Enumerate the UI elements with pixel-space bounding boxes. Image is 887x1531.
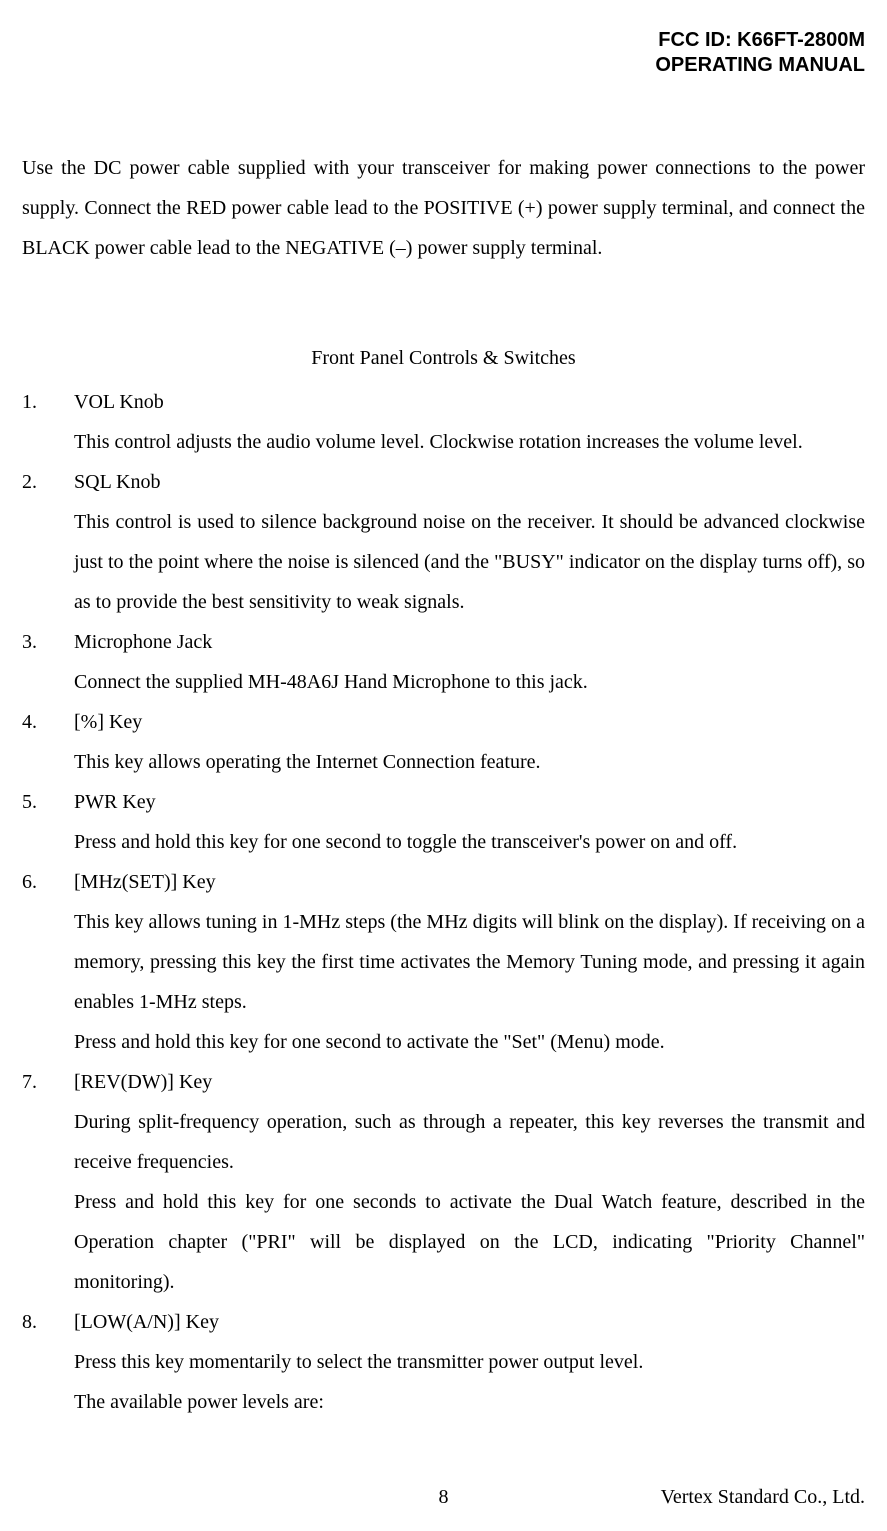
- header-line-2: OPERATING MANUAL: [655, 54, 865, 76]
- item-description: Connect the supplied MH-48A6J Hand Micro…: [74, 671, 588, 693]
- section-title: Front Panel Controls & Switches: [22, 338, 865, 378]
- list-item: 1. VOL Knob This control adjusts the aud…: [22, 382, 865, 462]
- list-item: 5. PWR Key Press and hold this key for o…: [22, 782, 865, 862]
- footer-company: Vertex Standard Co., Ltd.: [661, 1486, 865, 1509]
- item-title: VOL Knob: [74, 382, 865, 422]
- item-number: 1.: [22, 382, 62, 422]
- item-description: This key allows operating the Internet C…: [74, 751, 541, 773]
- item-title: Microphone Jack: [74, 622, 865, 662]
- item-title: SQL Knob: [74, 462, 865, 502]
- intro-paragraph: Use the DC power cable supplied with you…: [22, 148, 865, 268]
- list-item: 3. Microphone Jack Connect the supplied …: [22, 622, 865, 702]
- page: FCC ID: K66FT-2800M OPERATING MANUAL Use…: [0, 0, 887, 1531]
- item-number: 2.: [22, 462, 62, 502]
- item-description: Press this key momentarily to select the…: [74, 1342, 865, 1422]
- item-number: 7.: [22, 1062, 62, 1102]
- item-number: 4.: [22, 702, 62, 742]
- list-item: 6. [MHz(SET)] Key This key allows tuning…: [22, 862, 865, 1062]
- item-title: [LOW(A/N)] Key: [74, 1302, 865, 1342]
- item-title: [%] Key: [74, 702, 865, 742]
- item-description: Press and hold this key for one second t…: [74, 831, 737, 853]
- item-title: PWR Key: [74, 782, 865, 822]
- list-item: 8. [LOW(A/N)] Key Press this key momenta…: [22, 1302, 865, 1422]
- header-line-1: FCC ID: K66FT-2800M: [658, 29, 865, 51]
- item-number: 3.: [22, 622, 62, 662]
- controls-list: 1. VOL Knob This control adjusts the aud…: [22, 382, 865, 1422]
- page-footer: 8 Vertex Standard Co., Ltd.: [22, 1486, 865, 1509]
- list-item: 4. [%] Key This key allows operating the…: [22, 702, 865, 782]
- item-description: This key allows tuning in 1-MHz steps (t…: [74, 902, 865, 1062]
- item-description: This control is used to silence backgrou…: [74, 511, 865, 613]
- item-title: [MHz(SET)] Key: [74, 862, 865, 902]
- item-number: 5.: [22, 782, 62, 822]
- item-title: [REV(DW)] Key: [74, 1062, 865, 1102]
- document-header: FCC ID: K66FT-2800M OPERATING MANUAL: [22, 28, 865, 78]
- item-number: 6.: [22, 862, 62, 902]
- item-number: 8.: [22, 1302, 62, 1342]
- item-description: This control adjusts the audio volume le…: [74, 431, 803, 453]
- list-item: 2. SQL Knob This control is used to sile…: [22, 462, 865, 622]
- item-description: During split-frequency operation, such a…: [74, 1102, 865, 1302]
- list-item: 7. [REV(DW)] Key During split-frequency …: [22, 1062, 865, 1302]
